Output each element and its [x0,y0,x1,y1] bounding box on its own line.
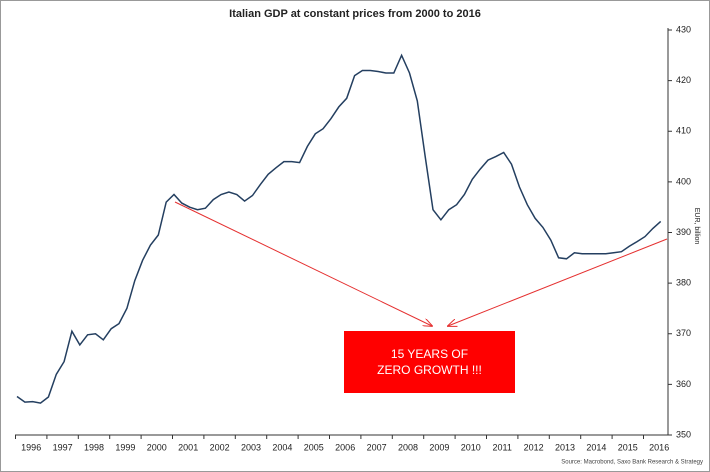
x-tick-label: 2016 [649,442,669,452]
x-tick-label: 2012 [524,442,544,452]
y-axis-label: EUR, billion [693,208,700,245]
y-tick-label: 350 [676,429,691,439]
x-tick-label: 1999 [115,442,135,452]
annotation-box [344,331,515,393]
x-tick-label: 2010 [461,442,481,452]
x-tick-label: 2002 [210,442,230,452]
arrow [174,201,432,326]
x-tick-label: 2003 [241,442,261,452]
source: Source: Macrobond, Saxo Bank Research & … [561,460,703,466]
y-tick-label: 380 [676,278,691,288]
x-tick-label: 2007 [367,442,387,452]
x-tick-label: 2009 [429,442,449,452]
x-tick-label: 1996 [21,442,41,452]
x-tick-label: 1998 [84,442,104,452]
x-tick-label: 2008 [398,442,418,452]
y-tick-label: 370 [676,328,691,338]
x-tick-label: 2011 [493,442,512,452]
line-series [16,53,662,404]
x-tick-label: 2004 [272,442,292,452]
arrow [448,238,668,326]
x-tick-label: 2000 [147,442,167,452]
x-tick-label: 2014 [586,442,606,452]
x-tick-label: 2013 [555,442,575,452]
y-tick-label: 400 [676,176,691,186]
x-tick-label: 2001 [178,442,198,452]
x-tick-label: 1997 [53,442,73,452]
x-tick-label: 2005 [304,442,324,452]
y-tick-label: 430 [676,24,691,34]
y-tick-label: 390 [676,227,691,237]
y-tick-label: 360 [676,379,691,389]
y-tick-label: 410 [676,126,691,136]
chart-title: Italian GDP at constant prices from 2000… [229,8,481,20]
annotation-wrap: 15 YEARS OF ZERO GROWTH !!! [377,347,482,377]
x-tick-label: 2015 [618,442,638,452]
annotation: 15 YEARS OF ZERO GROWTH !!! [377,347,482,377]
y-tick-label: 420 [676,75,691,85]
x-tick-label: 2006 [335,442,355,452]
